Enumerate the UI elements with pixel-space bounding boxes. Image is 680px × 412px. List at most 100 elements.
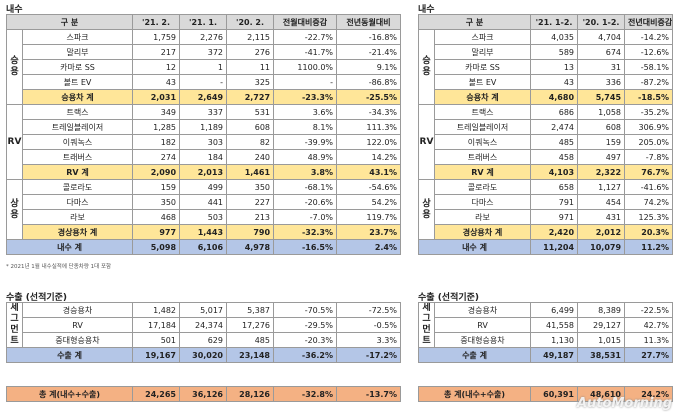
row-label: 볼트 EV [21,74,134,90]
export-monthly-table: 세그먼트 경승용차 1,482 5,017 5,387 -70.5% -72.5% RV 17,… [6,302,401,363]
value-cell: 1,015 [577,332,625,348]
table-row: 이쿼녹스 182 303 82 -39.9% 122.0% [7,134,402,150]
value-cell: -14.2% [624,29,674,45]
table-row: 다마스 350 441 227 -20.6% 54.2% [7,194,402,210]
row-label: 다마스 [433,194,532,210]
table-row: 카마로 SS 12 1 11 1100.0% 9.1% [7,59,402,75]
domestic-monthly-table: 구 분 '21. 2. '21. 1. '20. 2. 전월대비증감 전년동월대비 승용 스파… [5,14,402,255]
value-cell: 497 [577,149,626,165]
value-cell: 43 [132,74,181,90]
value-cell: 17,184 [132,317,180,333]
value-cell: 60,391 [530,386,578,402]
row-label: 경승용차 [22,302,133,318]
value-cell: 790 [226,224,275,240]
value-cell: 441 [179,194,228,210]
value-cell: 5,017 [179,302,227,318]
value-cell: -17.2% [336,347,401,363]
row-label: 수출 계 [418,347,531,363]
value-cell: 82 [226,134,275,150]
value-cell: -41.6% [624,179,674,195]
row-label: 콜로라도 [433,179,532,195]
value-cell: 2,474 [530,119,579,135]
export-ytd-table: 세그먼트 경승용차 6,499 8,389 -22.5% RV 41,558 29,127 42… [418,302,673,363]
value-cell: 76.7% [624,164,674,180]
value-cell: 303 [179,134,228,150]
value-cell: 11.2% [624,239,674,255]
row-label: 트랙스 [21,104,134,120]
table-row: 상용 콜로라도 159 499 350 -68.1% -54.6% [6,179,402,240]
total-row: 수출 계 49,187 38,531 27.7% [418,347,673,363]
row-label: 말리부 [433,44,532,60]
header-cell: '21. 1-2. [530,14,579,30]
value-cell: 23,148 [226,347,274,363]
subtotal-row: 승용차 계 2,031 2,649 2,727 -23.3% -25.5% [7,89,402,105]
value-cell: 4,035 [530,29,579,45]
value-cell: 11 [226,59,275,75]
row-label: 트레일블레이저 [21,119,134,135]
value-cell: 13 [530,59,579,75]
value-cell: -25.5% [336,89,402,105]
value-cell: -16.8% [336,29,402,45]
value-cell: 2,012 [577,224,626,240]
value-cell: 1,130 [530,332,578,348]
value-cell: 349 [132,104,181,120]
header-cell: 전년대비증감 [624,14,674,30]
row-label: 볼트 EV [433,74,532,90]
value-cell: -72.5% [336,302,401,318]
value-cell: - [179,74,228,90]
value-cell: 503 [179,209,228,225]
export-title-left: 수출 (선적기준) [6,293,68,303]
grand-total-monthly-table: 총 계(내수+수출) 24,265 36,126 28,126 -32.8% -13.7% [6,386,401,402]
value-cell: 971 [530,209,579,225]
row-label: 라보 [433,209,532,225]
value-cell: 2,649 [179,89,228,105]
value-cell: 30,020 [179,347,227,363]
value-cell: 217 [132,44,181,60]
value-cell: 350 [226,179,275,195]
value-cell: -70.5% [273,302,337,318]
row-label: 이쿼녹스 [433,134,532,150]
value-cell: 119.7% [336,209,402,225]
row-label: 승용차 계 [433,89,532,105]
value-cell: -0.5% [336,317,401,333]
value-cell: -20.6% [273,194,338,210]
value-cell: 24,265 [132,386,180,402]
value-cell: 1,461 [226,164,275,180]
row-label: 스파크 [433,29,532,45]
row-label: 트래버스 [433,149,532,165]
export-title-right: 수출 (선적기준) [418,293,480,303]
table-row: 중대형승용차 1,130 1,015 11.3% [419,332,673,348]
subtotal-row: RV 계 4,103 2,322 76.7% [419,164,674,180]
value-cell: 589 [530,44,579,60]
value-cell: -16.5% [273,239,338,255]
header-cell: 구 분 [417,14,532,30]
row-label: 총 계(내수+수출) [418,386,531,402]
row-label: RV [22,317,133,333]
row-label: 경상용차 계 [21,224,134,240]
value-cell: 674 [577,44,626,60]
value-cell: 6,106 [179,239,228,255]
table-row: 트레일블레이저 2,474 608 306.9% [419,119,674,135]
value-cell: -39.9% [273,134,338,150]
value-cell: 499 [179,179,228,195]
header-cell: 전월대비증감 [273,14,338,30]
table-row: 세그먼트 경승용차 1,482 5,017 5,387 -70.5% -72.5% [6,302,401,348]
category-cell: 세그먼트 [418,302,435,348]
value-cell: 184 [179,149,228,165]
value-cell: -36.2% [273,347,337,363]
value-cell: 11,204 [530,239,579,255]
table-row: 라보 468 503 213 -7.0% 119.7% [7,209,402,225]
grand-total-row: 총 계(내수+수출) 60,391 48,610 24.2% [418,386,673,402]
subtotal-row: 경상용차 계 977 1,443 790 -32.3% 23.7% [7,224,402,240]
header-cell: '21. 2. [132,14,181,30]
value-cell: 1,285 [132,119,181,135]
value-cell: 306.9% [624,119,674,135]
total-row: 수출 계 19,167 30,020 23,148 -36.2% -17.2% [6,347,401,363]
value-cell: 74.2% [624,194,674,210]
table-row: 라보 971 431 125.3% [419,209,674,225]
table-row: RV 트랙스 686 1,058 -35.2% [418,104,674,180]
row-label: 카마로 SS [433,59,532,75]
value-cell: 3.8% [273,164,338,180]
value-cell: -35.2% [624,104,674,120]
row-label: 수출 계 [6,347,133,363]
